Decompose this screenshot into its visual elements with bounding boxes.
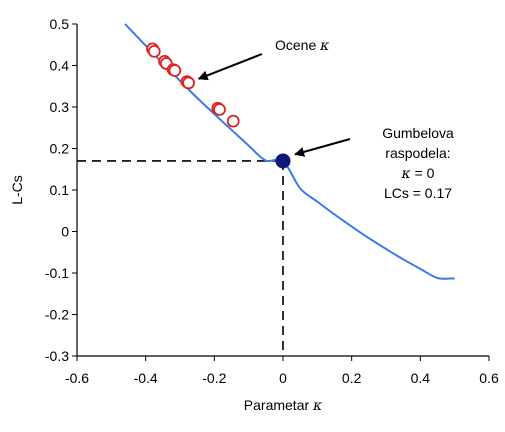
x-tick-label: 0.2 <box>342 370 362 386</box>
annotation-text: raspodela: <box>385 145 450 161</box>
kappa-symbol: κ <box>401 166 411 182</box>
gumbel-point <box>275 153 291 169</box>
annotation-arrow <box>294 138 351 157</box>
y-tick-label: -0.3 <box>45 348 69 364</box>
annotation-text: LCs = 0.17 <box>384 185 452 201</box>
y-tick-label: 0.2 <box>50 141 70 157</box>
y-axis-title: L-Cs <box>9 175 25 205</box>
estimate-point <box>147 44 161 58</box>
x-tick-label: 0.4 <box>411 370 431 386</box>
y-tick-label: 0 <box>61 224 69 240</box>
y-tick-label: 0.5 <box>50 16 70 32</box>
annotation-text: = 0 <box>411 165 435 181</box>
estimate-point <box>182 76 195 90</box>
annotation-text: Ocene <box>275 37 320 53</box>
x-tick-label: -0.2 <box>202 370 226 386</box>
y-tick-label: 0.3 <box>50 99 70 115</box>
y-tick-label: -0.1 <box>45 265 69 281</box>
y-tick-label: -0.2 <box>45 307 69 323</box>
annotation-arrow <box>197 53 263 81</box>
x-tick-label: -0.6 <box>65 370 89 386</box>
annotation-text: Gumbelova <box>382 125 454 141</box>
x-tick-label: 0 <box>279 370 287 386</box>
annotation-gumbel: LCs = 0.17 <box>384 185 452 201</box>
annotation-estimates: Ocene κ <box>275 37 329 54</box>
y-tick-label: 0.1 <box>50 182 70 198</box>
estimate-point <box>226 114 240 128</box>
annotation-gumbel: κ = 0 <box>401 165 435 182</box>
x-tick-label: -0.4 <box>134 370 158 386</box>
kappa-symbol: κ <box>312 398 322 414</box>
annotation-gumbel: raspodela: <box>385 145 450 161</box>
estimate-point <box>168 64 182 77</box>
x-tick-label: 0.6 <box>479 370 499 386</box>
annotation-gumbel: Gumbelova <box>382 125 454 141</box>
x-axis-title-text: Parametar <box>244 397 313 413</box>
x-axis-title: Parametar κ <box>244 397 322 414</box>
kappa-symbol: κ <box>319 38 329 54</box>
estimate-point <box>213 103 226 116</box>
y-tick-label: 0.4 <box>50 58 70 74</box>
